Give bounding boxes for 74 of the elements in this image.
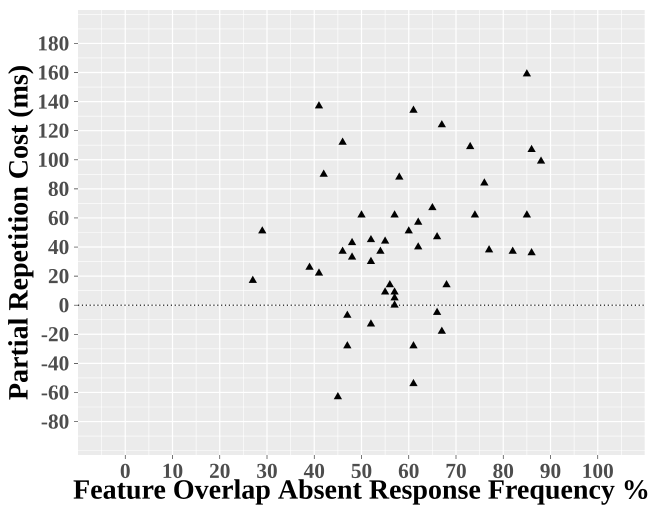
x-tick-label: 40 (304, 464, 324, 478)
point (343, 310, 352, 318)
x-tick-label: 50 (352, 464, 372, 478)
point (366, 320, 375, 327)
point (410, 341, 418, 348)
point (404, 226, 413, 234)
point (466, 142, 474, 150)
point (366, 257, 375, 264)
point (438, 326, 446, 334)
point (343, 341, 352, 348)
point (508, 246, 517, 254)
point (522, 210, 531, 218)
point (433, 308, 442, 315)
y-tick-label: 160 (39, 65, 68, 80)
point (248, 276, 257, 283)
y-tick-label: 80 (48, 182, 68, 196)
point (334, 392, 342, 400)
y-tick-label: 180 (39, 36, 68, 51)
x-tick-label: 10 (164, 464, 182, 478)
point (410, 379, 418, 386)
point (438, 120, 446, 128)
point (366, 235, 375, 242)
x-tick-label: 70 (446, 464, 466, 478)
point (338, 138, 347, 145)
x-tick-label: 30 (257, 464, 277, 478)
y-tick-label: 140 (39, 94, 68, 109)
point (442, 280, 451, 288)
point (414, 242, 422, 250)
y-tick-label: 20 (48, 268, 68, 284)
y-axis-title: Partial Repetition Cost (ms) (8, 66, 34, 400)
y-tick-label: -20 (42, 327, 68, 342)
point (390, 210, 399, 218)
point (433, 232, 442, 240)
point (428, 203, 436, 210)
point (485, 245, 494, 252)
x-tick-label: 0 (120, 464, 130, 478)
y-tick-label: -60 (42, 385, 68, 400)
point (395, 172, 404, 180)
point (390, 288, 399, 295)
point (537, 156, 546, 164)
x-tick-label: 80 (493, 464, 514, 478)
y-tick-label: -40 (42, 356, 68, 371)
y-tick-label: 0 (59, 298, 68, 312)
point (480, 178, 488, 186)
point (390, 300, 399, 308)
point (381, 236, 390, 244)
y-tick-label: 100 (39, 152, 68, 167)
point (528, 248, 536, 256)
point (315, 101, 323, 108)
point (315, 268, 323, 276)
point (338, 246, 347, 254)
point (414, 218, 422, 225)
point (348, 252, 356, 260)
point (258, 226, 266, 234)
point (386, 280, 394, 288)
y-tick-label: -80 (42, 414, 68, 429)
point (470, 210, 479, 218)
point (306, 262, 314, 270)
x-tick-label: 20 (210, 464, 230, 478)
point (528, 145, 536, 152)
x-axis-title: Feature Overlap Absent Response Frequency % (74, 479, 648, 505)
point (358, 210, 366, 218)
point (376, 246, 384, 254)
x-tick-label: 60 (398, 464, 419, 478)
point (320, 170, 328, 177)
x-tick-label: 90 (540, 464, 560, 478)
x-tick-label: 100 (583, 464, 613, 478)
y-tick-label: 40 (48, 240, 68, 254)
y-tick-label: 120 (39, 124, 68, 138)
y-tick-label: 60 (48, 210, 68, 226)
point (410, 106, 418, 113)
point (348, 238, 356, 246)
point (381, 288, 390, 295)
point (522, 69, 531, 76)
